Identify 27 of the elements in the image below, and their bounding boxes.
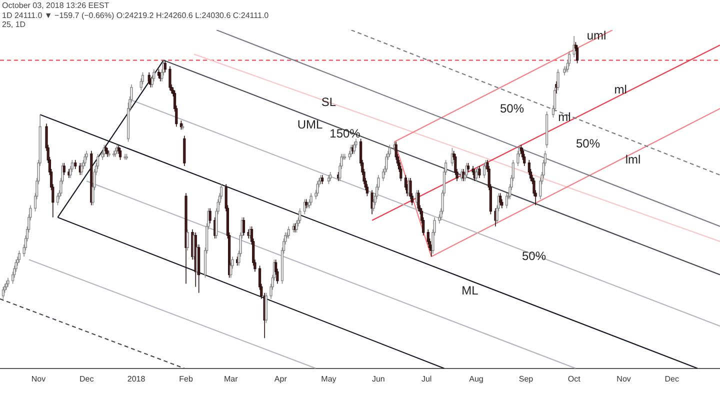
text: 25, 1D <box>2 20 27 30</box>
annotation: ml <box>558 110 571 124</box>
x-tick-label: Sep <box>518 374 534 384</box>
annotation: lml <box>625 152 641 166</box>
x-tick-label: Aug <box>469 374 484 384</box>
x-tick-label: Dec <box>664 374 680 384</box>
annotation: 50% <box>522 248 546 263</box>
x-tick-label: Nov <box>616 374 631 384</box>
annotation: 50% <box>500 101 524 116</box>
x-tick-label: 2018 <box>127 374 146 384</box>
annotation: ml <box>614 82 627 97</box>
annotation: ML <box>462 283 479 298</box>
chart-title: October 03, 2018 13:26 EEST <box>2 1 110 10</box>
annotation: SL <box>321 94 336 109</box>
x-tick-label: Apr <box>274 374 288 384</box>
annotation: 50% <box>576 136 600 150</box>
annotation: uml <box>586 28 606 42</box>
chart-subtitle: 1D 24111.0 ▼ −159.7 (−0.66%) O:24219.2 H:24260.6 L:24030.6 C:24111.0 <box>2 10 269 20</box>
x-tick-label: Jul <box>421 374 432 384</box>
x-tick-label: May <box>321 374 336 384</box>
x-tick-label: Feb <box>179 374 194 384</box>
x-tick-label: Jun <box>372 374 385 384</box>
x-tick-label: Oct <box>568 374 582 384</box>
x-tick-label: Mar <box>224 374 238 384</box>
x-tick-label: Nov <box>31 374 46 384</box>
annotation: UML <box>297 117 323 132</box>
x-tick-label: Dec <box>79 374 94 384</box>
